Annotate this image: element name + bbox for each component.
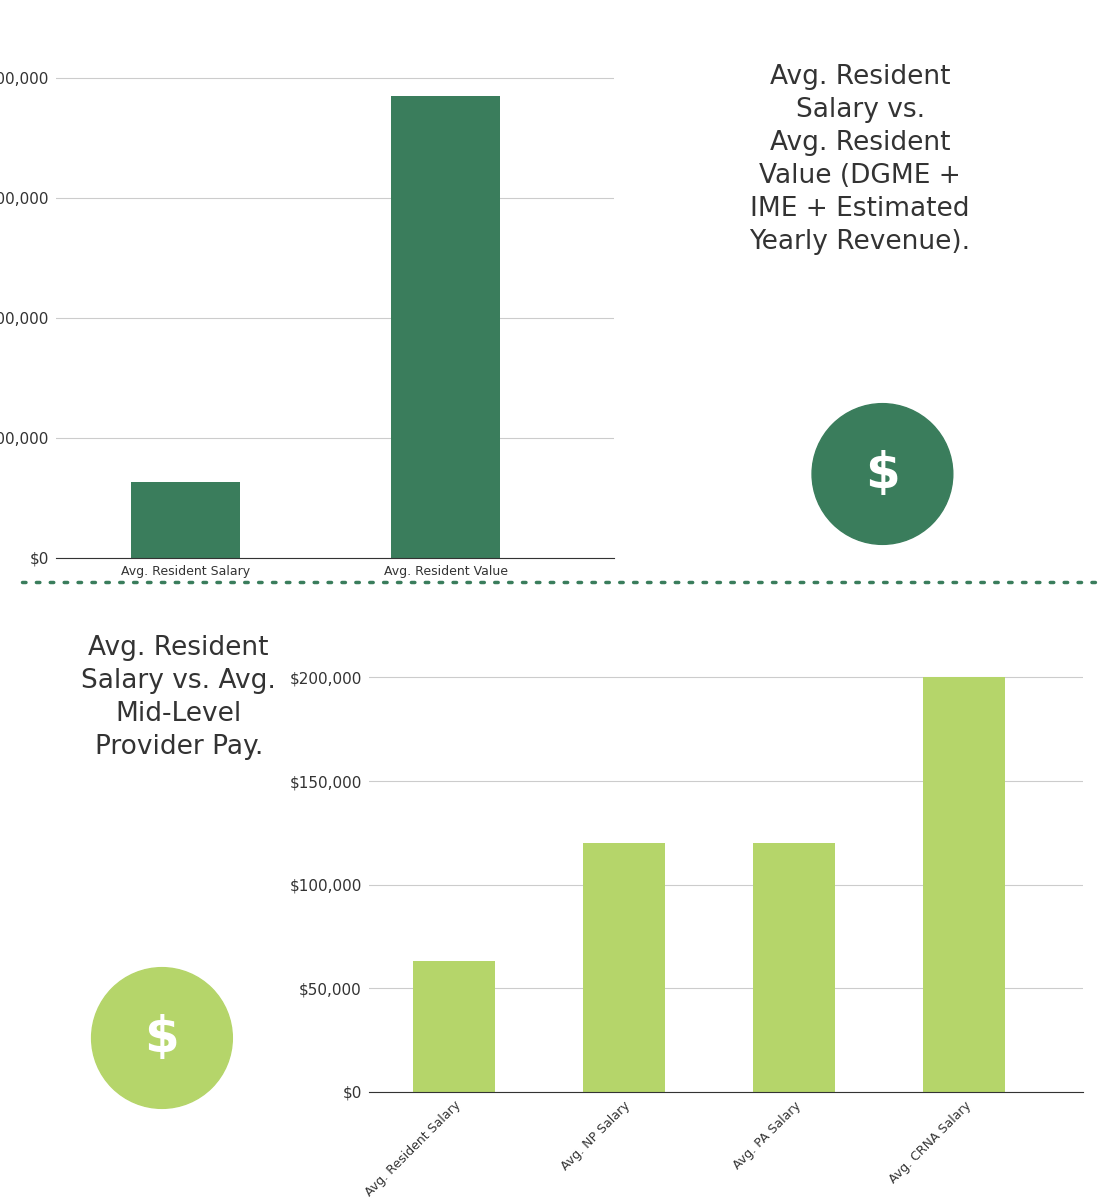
Bar — [753, 844, 836, 1092]
Circle shape — [92, 967, 232, 1109]
Bar — [391, 96, 500, 558]
Circle shape — [812, 403, 953, 545]
Text: Avg. Resident
Salary vs. Avg.
Mid-Level
Provider Pay.: Avg. Resident Salary vs. Avg. Mid-Level … — [82, 635, 276, 760]
Text: $: $ — [144, 1014, 180, 1062]
Bar — [924, 678, 1005, 1092]
Bar — [583, 844, 665, 1092]
Bar — [131, 482, 240, 558]
Text: Avg. Resident
Salary vs.
Avg. Resident
Value (DGME +
IME + Estimated
Yearly Reve: Avg. Resident Salary vs. Avg. Resident V… — [750, 64, 971, 256]
Text: $: $ — [865, 450, 900, 498]
Bar — [413, 961, 495, 1092]
